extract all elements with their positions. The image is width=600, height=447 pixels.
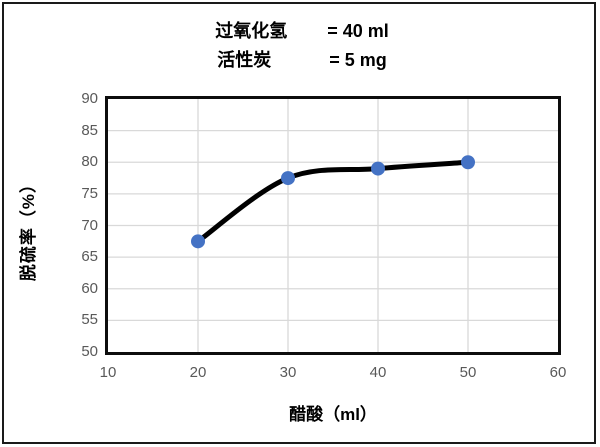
data-point-marker [461, 155, 475, 170]
chart-title: 过氧化氢 = 40 ml 活性炭 = 5 mg [4, 18, 600, 73]
data-point-marker [281, 171, 295, 186]
x-tick-label: 10 [99, 364, 117, 381]
title-value-1: = 40 ml [327, 21, 389, 41]
chart-title-line-2: 活性炭 = 5 mg [217, 47, 387, 73]
x-tick-label: 60 [549, 364, 567, 381]
title-value-2: = 5 mg [329, 50, 387, 70]
chart-frame: 过氧化氢 = 40 ml 活性炭 = 5 mg 脱硫率（%） 90 85 80 75 7… [2, 2, 596, 444]
data-point-marker [371, 161, 385, 176]
x-axis-label: 醋酸（ml） [289, 405, 377, 424]
x-tick-label: 50 [459, 364, 477, 381]
title-variable-2: 活性炭 [217, 50, 272, 70]
x-tick-label: 20 [189, 364, 207, 381]
x-tick-label: 40 [369, 364, 387, 381]
y-tick-label: 50 [81, 343, 98, 360]
data-series-line [195, 159, 471, 244]
y-tick-label: 65 [81, 248, 98, 266]
plot-area [105, 96, 561, 355]
x-tick-label: 30 [279, 364, 297, 381]
chart-title-line-1: 过氧化氢 = 40 ml [215, 18, 389, 44]
y-tick-label: 60 [81, 279, 98, 297]
title-variable-1: 过氧化氢 [215, 21, 288, 41]
y-tick-label: 85 [81, 121, 98, 139]
y-tick-label: 90 [81, 90, 98, 107]
y-tick-label: 70 [81, 216, 98, 234]
line-chart-canvas [108, 99, 558, 352]
y-tick-label: 55 [81, 311, 98, 329]
y-tick-label: 80 [81, 153, 98, 171]
y-tick-label: 75 [81, 184, 98, 202]
data-point-marker [191, 234, 205, 249]
y-axis-label: 脱硫率（%） [19, 174, 38, 282]
